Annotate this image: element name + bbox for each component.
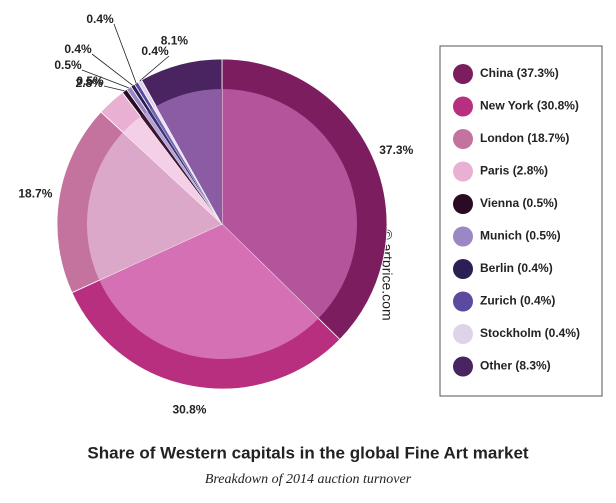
data-label: 0.4% — [141, 44, 169, 58]
chart-subtitle: Breakdown of 2014 auction turnover — [205, 472, 412, 487]
legend-swatch — [453, 291, 473, 312]
legend-swatch — [453, 356, 473, 377]
data-label: 0.4% — [86, 12, 114, 26]
legend-swatch — [453, 96, 473, 117]
leader-line — [103, 85, 125, 92]
pie-slice-inner — [147, 109, 222, 224]
pie-slice-inner — [140, 113, 222, 224]
legend-swatch — [453, 226, 473, 247]
legend-label: London (18.7%) — [480, 131, 569, 145]
pie-slice-inner — [87, 132, 222, 281]
pie-slice-inner — [150, 107, 222, 224]
data-label: 0.5% — [54, 58, 82, 72]
data-label: 18.7% — [18, 186, 52, 200]
pie-slice-inner — [153, 106, 222, 224]
legend-swatch — [453, 259, 473, 279]
leader-line — [139, 55, 170, 82]
legend-label: Vienna (0.5%) — [480, 196, 558, 210]
legend-label: Stockholm (0.4%) — [480, 326, 580, 340]
legend-swatch — [453, 64, 473, 84]
pie-slice-inner — [99, 224, 319, 359]
leader-line — [113, 23, 137, 84]
data-label: 2.8% — [75, 76, 103, 90]
pie-slice-inner — [143, 111, 222, 224]
legend-label: New York (30.8%) — [480, 99, 579, 113]
legend-label: Other (8.3%) — [480, 359, 551, 373]
leader-line — [81, 69, 129, 89]
data-label: 0.5% — [76, 74, 104, 88]
legend-label: Paris (2.8%) — [480, 164, 548, 178]
data-label: 8.1% — [161, 33, 189, 47]
legend-swatch — [453, 194, 473, 214]
chart-title: Share of Western capitals in the global … — [87, 443, 529, 462]
legend-label: Berlin (0.4%) — [480, 261, 553, 275]
data-label: 37.3% — [379, 143, 413, 157]
pie-slice-inner — [222, 89, 357, 319]
leader-line — [91, 53, 133, 86]
legend-swatch — [453, 324, 473, 344]
pie-slice-inner — [156, 89, 222, 224]
pie-slice-inner — [122, 116, 222, 224]
legend-swatch — [453, 129, 473, 149]
data-label: 0.4% — [64, 42, 92, 56]
legend-label: Zurich (0.4%) — [480, 294, 555, 308]
data-label: 30.8% — [172, 402, 206, 416]
legend-label: China (37.3%) — [480, 66, 559, 80]
legend-swatch — [453, 161, 473, 182]
legend-label: Munich (0.5%) — [480, 229, 561, 243]
